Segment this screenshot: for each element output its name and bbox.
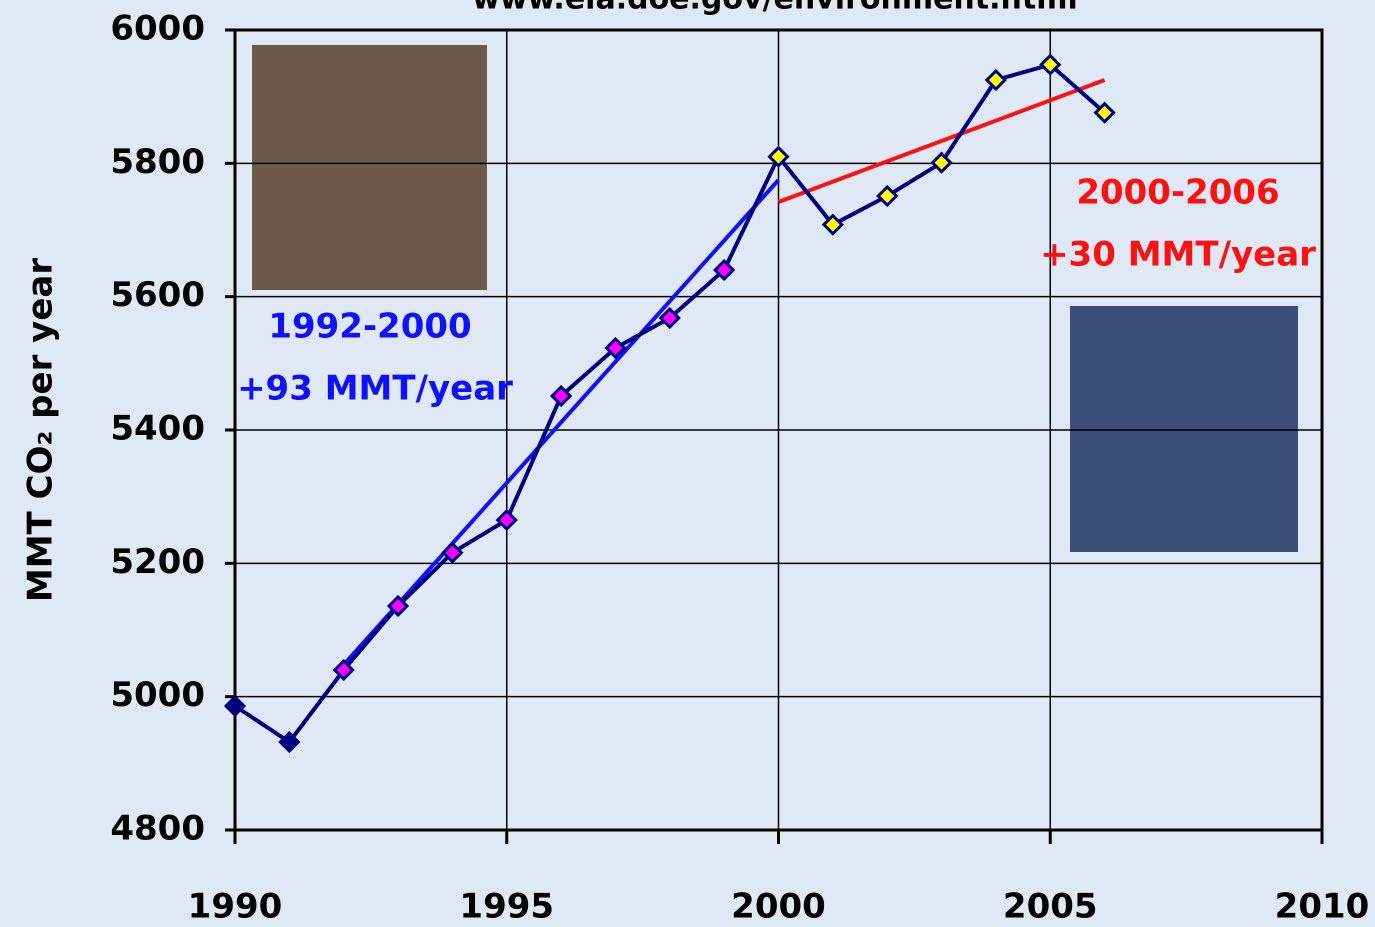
photo (1070, 306, 1298, 552)
data-point (1039, 53, 1062, 76)
data-point (930, 151, 953, 174)
data-point (984, 68, 1008, 92)
x-tick-label: 2005 (1003, 887, 1098, 927)
trend-line (777, 78, 1106, 204)
y-tick-label: 5400 (110, 409, 205, 449)
x-tick-label: 1995 (459, 887, 554, 927)
photo (252, 45, 487, 290)
x-tick-label: 2000 (731, 887, 826, 927)
data-point (713, 258, 736, 282)
annotation: +93 MMT/year (237, 369, 513, 409)
y-axis-label: MMT CO₂ per year (21, 258, 61, 602)
y-tick-label: 4800 (110, 809, 205, 849)
y-tick-label: 5800 (110, 142, 205, 182)
data-point (767, 145, 790, 168)
data-point (278, 730, 301, 754)
annotation: 2000-2006 (1076, 173, 1279, 213)
data-point (604, 336, 627, 360)
x-tick-label: 1990 (188, 887, 283, 927)
data-point (876, 184, 899, 208)
y-tick-label: 5000 (110, 675, 205, 715)
data-point (223, 694, 247, 718)
x-tick-label: 2010 (1275, 887, 1370, 927)
data-point (821, 213, 844, 236)
chart-title: www.eia.doe.gov/environment.html (472, 0, 1078, 17)
y-tick-label: 6000 (110, 9, 205, 49)
data-point (495, 508, 518, 532)
data-point (386, 594, 410, 618)
trend-line (342, 178, 780, 667)
data-point (332, 658, 355, 682)
y-tick-label: 5200 (110, 542, 205, 582)
data-point (1093, 101, 1116, 124)
plot-frame (233, 28, 1324, 832)
annotation: +30 MMT/year (1040, 235, 1316, 275)
data-point (441, 541, 464, 564)
y-tick-label: 5600 (110, 275, 205, 315)
data-point (549, 384, 573, 408)
data-point (658, 306, 681, 330)
annotation: 1992-2000 (268, 307, 471, 347)
